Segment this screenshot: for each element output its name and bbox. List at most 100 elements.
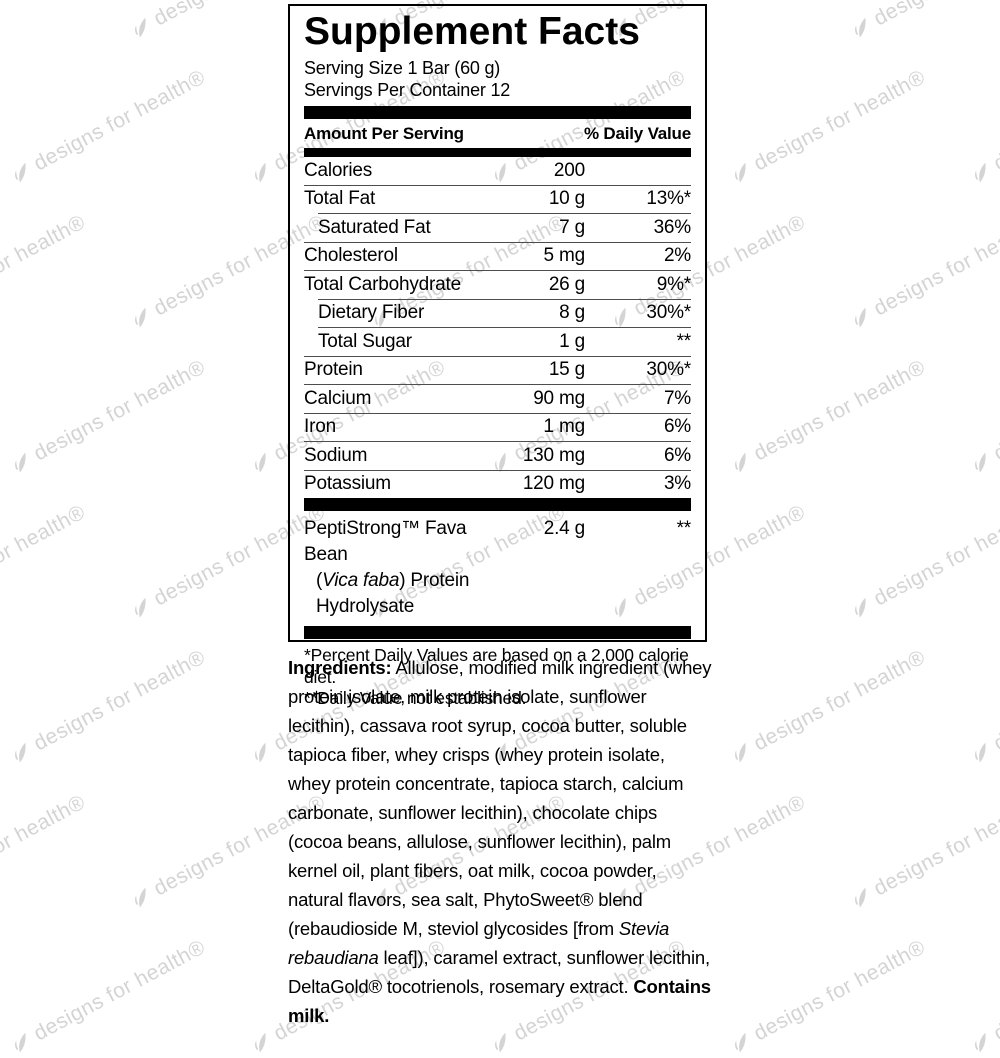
nutrient-row: Potassium 120 mg 3% xyxy=(304,471,691,499)
blend-name-line1: PeptiStrong™ Fava Bean xyxy=(304,518,467,565)
dfh-logo-icon xyxy=(135,307,146,328)
nutrient-name: Calcium xyxy=(304,387,372,409)
watermark-text: designs for health® xyxy=(750,65,930,176)
nutrient-daily-value: 3% xyxy=(663,473,691,495)
row-separator xyxy=(318,298,691,300)
ingredients-label: Ingredients: xyxy=(288,657,392,678)
nutrient-name: Potassium xyxy=(304,473,391,495)
watermark-item: designs for health® xyxy=(967,646,1000,769)
nutrient-daily-value: 30%* xyxy=(646,302,691,324)
nutrient-row: Sodium 130 mg 6% xyxy=(304,442,691,470)
row-separator xyxy=(318,213,691,214)
row-separator xyxy=(304,241,691,243)
nutrient-amount: 8 g xyxy=(559,302,585,324)
nutrient-amount: 130 mg xyxy=(522,444,585,466)
panel-title: Supplement Facts xyxy=(304,10,640,53)
dfh-logo-icon xyxy=(255,452,266,473)
dfh-logo-icon xyxy=(975,1032,986,1053)
footnote-dv-not-established: **Daily Value not established. xyxy=(304,688,527,708)
nutrient-name: Total Carbohydrate xyxy=(304,273,461,295)
ingredients-stevia-italic: Stevia rebaudiana xyxy=(288,918,670,968)
watermark-item: designs for health® xyxy=(847,211,1000,334)
dfh-logo-icon xyxy=(975,742,986,763)
nutrient-daily-value: 13%* xyxy=(646,188,691,210)
watermark-text: designs for health® xyxy=(870,210,1000,321)
nutrient-name: Cholesterol xyxy=(304,245,398,267)
row-separator xyxy=(304,355,691,357)
nutrient-row: Saturated Fat 7 g 36% xyxy=(304,214,691,242)
watermark-text: designs for health® xyxy=(30,65,210,176)
watermark-text: designs for health® xyxy=(750,645,930,756)
dfh-logo-icon xyxy=(15,452,26,473)
watermark-text: designs for health® xyxy=(0,210,90,321)
nutrient-name: Total Fat xyxy=(304,188,376,210)
amount-per-serving-header: Amount Per Serving xyxy=(304,123,464,143)
ingredients-text-2: leaf]), caramel extract, sunflower lecit… xyxy=(288,947,710,997)
ingredients-text-1: Allulose, modified milk ingredient (whey… xyxy=(288,657,712,939)
watermark-item: designs for health® xyxy=(0,211,90,334)
footnote-daily-values: *Percent Daily Values are based on a 2,0… xyxy=(304,645,689,687)
nutrient-amount: 7 g xyxy=(559,216,585,238)
dfh-logo-icon xyxy=(135,887,146,908)
dfh-logo-icon xyxy=(255,1032,266,1053)
column-header-row: Amount Per Serving % Daily Value xyxy=(304,119,691,148)
watermark-item: designs for health® xyxy=(7,646,210,769)
nutrient-name: Sodium xyxy=(304,444,368,466)
nutrient-row: Dietary Fiber 8 g 30%* xyxy=(304,300,691,328)
nutrient-amount: 5 mg xyxy=(543,245,586,267)
watermark-text: designs for health® xyxy=(990,936,1000,1046)
serving-size: Serving Size 1 Bar (60 g) xyxy=(304,58,501,78)
watermark-item: designs for health® xyxy=(7,356,210,479)
nutrient-amount: 1 g xyxy=(559,330,585,352)
dfh-logo-icon xyxy=(255,742,266,763)
dfh-logo-icon xyxy=(855,597,866,618)
servings-per-container: Servings Per Container 12 xyxy=(304,80,511,100)
nutrient-amount: 200 xyxy=(553,159,585,181)
nutrient-row: Total Sugar 1 g ** xyxy=(304,328,691,356)
nutrient-amount: 15 g xyxy=(548,359,585,381)
daily-value-header: % Daily Value xyxy=(583,123,691,143)
divider-bar-top xyxy=(304,106,691,119)
watermark-item: designs for health® xyxy=(0,501,90,624)
ingredients-paragraph: Ingredients: Allulose, modified milk ing… xyxy=(288,653,712,1030)
watermark-text: designs for health® xyxy=(870,500,1000,611)
nutrient-daily-value: 30%* xyxy=(646,359,691,381)
row-separator xyxy=(304,184,691,186)
nutrient-row: Protein 15 g 30%* xyxy=(304,357,691,385)
watermark-item: designs for health® xyxy=(0,791,90,914)
divider-bar-blend-top xyxy=(304,498,691,511)
nutrient-name: Calories xyxy=(304,159,373,181)
watermark-text: designs for health® xyxy=(750,935,930,1046)
row-separator xyxy=(304,412,691,414)
watermark-item: designs for health® xyxy=(727,646,930,769)
watermark-text: designs for health® xyxy=(870,0,1000,31)
blend-name-line2: (Vica faba) Protein Hydrolysate xyxy=(304,568,490,620)
nutrient-name: Iron xyxy=(304,416,336,438)
watermark-item: designs for health® xyxy=(7,66,210,189)
blend-name: PeptiStrong™ Fava Bean (Vica faba) Prote… xyxy=(304,516,490,620)
nutrient-name: Saturated Fat xyxy=(318,216,431,238)
blend-dv: ** xyxy=(676,518,692,539)
dfh-logo-icon xyxy=(15,742,26,763)
nutrient-table: Calories 200 Total Fat 10 g 13%* Saturated Fa… xyxy=(304,157,691,498)
watermark-item: designs for health® xyxy=(847,501,1000,624)
nutrient-name: Dietary Fiber xyxy=(318,302,425,324)
dfh-logo-icon xyxy=(735,742,746,763)
watermark-item: designs for health® xyxy=(847,791,1000,914)
watermark-text: designs for health® xyxy=(0,0,90,31)
blend-species-italic: Vica faba xyxy=(322,570,400,591)
divider-bar-header xyxy=(304,148,691,157)
nutrient-row: Calories 200 xyxy=(304,157,691,185)
watermark-text: designs for health® xyxy=(0,500,90,611)
nutrient-daily-value: ** xyxy=(676,330,692,352)
watermark-item: designs for health® xyxy=(967,936,1000,1058)
dfh-logo-icon xyxy=(135,597,146,618)
nutrient-daily-value: 6% xyxy=(663,444,691,466)
nutrient-name: Protein xyxy=(304,359,363,381)
supplement-facts-panel: Supplement Facts Serving Size 1 Bar (60 … xyxy=(288,4,707,708)
nutrient-name: Total Sugar xyxy=(318,330,412,352)
watermark-item: designs for health® xyxy=(727,66,930,189)
dfh-logo-icon xyxy=(15,1032,26,1053)
row-separator xyxy=(304,441,691,442)
dfh-logo-icon xyxy=(135,17,146,38)
